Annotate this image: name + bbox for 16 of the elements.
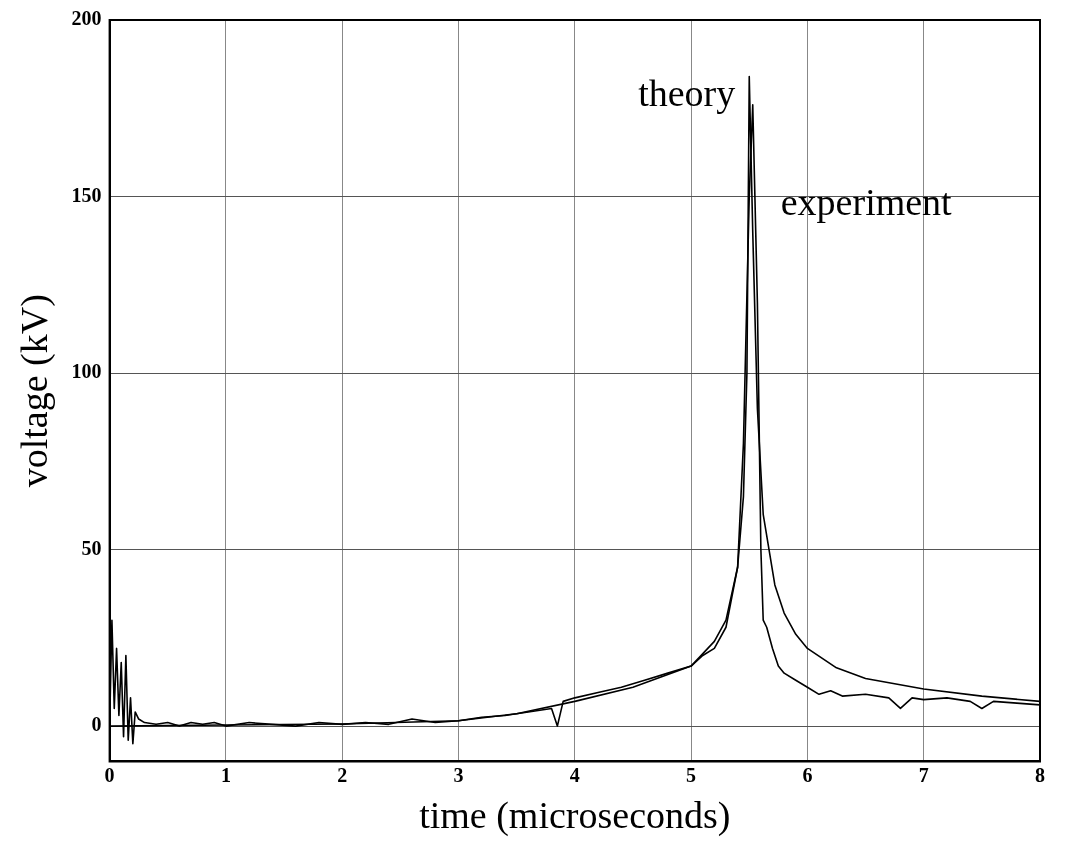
y-tick-label: 150 bbox=[71, 183, 102, 206]
x-tick-label: 6 bbox=[802, 763, 813, 786]
x-tick-label: 4 bbox=[569, 763, 580, 786]
series-label: theory bbox=[638, 72, 736, 115]
x-tick-label: 7 bbox=[918, 763, 929, 786]
x-axis-title: time (microseconds) bbox=[419, 794, 731, 838]
x-tick-label: 5 bbox=[686, 763, 697, 786]
x-tick-label: 8 bbox=[1035, 763, 1045, 786]
x-tick-label: 3 bbox=[453, 763, 464, 786]
y-axis-title: voltage (kV) bbox=[12, 294, 56, 488]
y-tick-label: 200 bbox=[71, 7, 102, 30]
y-tick-label: 100 bbox=[71, 360, 102, 383]
y-tick-label: 0 bbox=[91, 713, 102, 736]
x-tick-label: 2 bbox=[337, 763, 348, 786]
y-tick-label: 50 bbox=[81, 536, 102, 559]
x-tick-label: 1 bbox=[220, 763, 231, 786]
